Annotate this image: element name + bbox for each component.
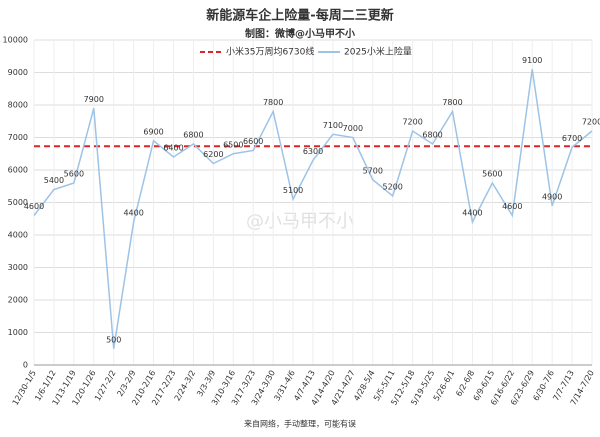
data-label: 6500 — [223, 140, 243, 149]
data-label: 4900 — [542, 192, 562, 201]
data-label: 5100 — [283, 186, 303, 195]
data-label: 500 — [106, 335, 121, 344]
chart-title: 新能源车企上险量-每周二三更新 — [206, 8, 393, 24]
y-tick-label: 0 — [23, 361, 28, 370]
watermark: @小马甲不小 — [246, 211, 354, 232]
data-label: 7800 — [263, 98, 283, 107]
y-tick-label: 1000 — [8, 328, 28, 337]
data-label: 6900 — [143, 127, 163, 136]
data-label: 6800 — [183, 131, 203, 140]
data-label: 5700 — [363, 166, 383, 175]
y-tick-label: 8000 — [8, 101, 28, 110]
data-label: 6700 — [562, 134, 582, 143]
y-tick-label: 7000 — [8, 133, 28, 142]
series-line — [33, 69, 593, 349]
data-label: 7200 — [402, 118, 422, 127]
data-label: 6600 — [243, 137, 263, 146]
y-tick-label: 9000 — [8, 68, 28, 77]
data-label: 5600 — [482, 170, 502, 179]
y-tick-label: 3000 — [8, 263, 28, 272]
y-tick-label: 10000 — [3, 36, 28, 45]
data-label: 4600 — [24, 202, 44, 211]
data-label: 6400 — [163, 144, 183, 153]
x-tick-label: 12/30-1/5 — [11, 369, 38, 407]
data-label: 5600 — [64, 170, 84, 179]
data-label: 4400 — [123, 209, 143, 218]
data-label: 7000 — [343, 124, 363, 133]
footnote: 来自网络，手动整理，可能有误 — [244, 419, 356, 429]
data-label: 9100 — [522, 56, 542, 65]
data-label: 5200 — [383, 183, 403, 192]
data-label: 7800 — [442, 98, 462, 107]
legend-label: 2025小米上险量 — [344, 46, 412, 58]
data-label: 4400 — [462, 209, 482, 218]
data-label: 7900 — [84, 95, 104, 104]
data-label: 6800 — [422, 131, 442, 140]
y-tick-label: 4000 — [8, 231, 28, 240]
data-label: 7200 — [582, 118, 600, 127]
y-tick-label: 2000 — [8, 296, 28, 305]
data-label: 6200 — [203, 150, 223, 159]
data-label: 6300 — [303, 147, 323, 156]
y-tick-label: 6000 — [8, 166, 28, 175]
y-tick-label: 5000 — [8, 198, 28, 207]
legend-label: 小米35万周均6730线 — [226, 46, 314, 58]
chart-subtitle: 制图：微博@小马甲不小 — [245, 27, 355, 40]
data-label: 4600 — [502, 202, 522, 211]
data-label: 5400 — [44, 176, 64, 185]
data-label: 7100 — [323, 121, 343, 130]
